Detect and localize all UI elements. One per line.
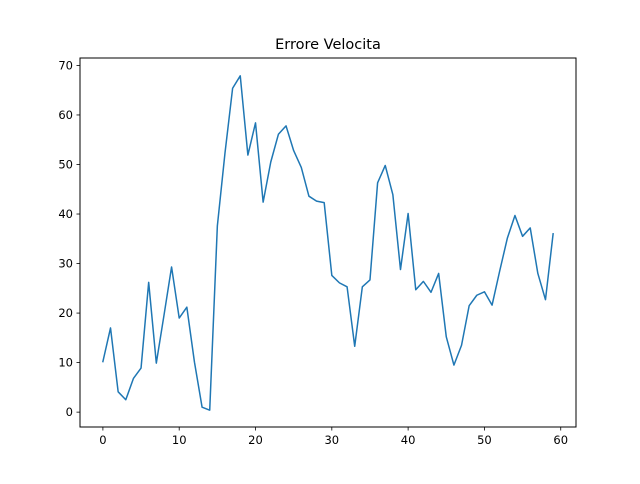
x-tick-label: 0 [99, 433, 106, 447]
chart-title: Errore Velocita [275, 37, 381, 53]
x-tick-label: 20 [248, 433, 263, 447]
x-tick-label: 10 [172, 433, 187, 447]
y-tick-label: 60 [58, 108, 73, 122]
y-tick-label: 50 [58, 157, 73, 171]
plot-frame [79, 57, 577, 428]
y-tick-label: 40 [58, 207, 73, 221]
series-line [101, 75, 554, 411]
y-axis: 0 10 20 30 40 50 60 70 [58, 58, 80, 419]
x-tick-label: 40 [401, 433, 416, 447]
x-tick-label: 30 [324, 433, 339, 447]
x-axis: 0 10 20 30 40 50 60 [99, 427, 568, 447]
plot-area: 0 10 20 30 40 50 60 0 10 20 30 40 50 60 70 [58, 57, 577, 447]
y-tick-label: 0 [66, 405, 73, 419]
y-tick-label: 10 [58, 356, 73, 370]
x-tick-label: 60 [553, 433, 568, 447]
y-tick-label: 20 [58, 306, 73, 320]
y-tick-label: 30 [58, 257, 73, 271]
y-tick-label: 70 [58, 58, 73, 72]
x-tick-label: 50 [477, 433, 492, 447]
